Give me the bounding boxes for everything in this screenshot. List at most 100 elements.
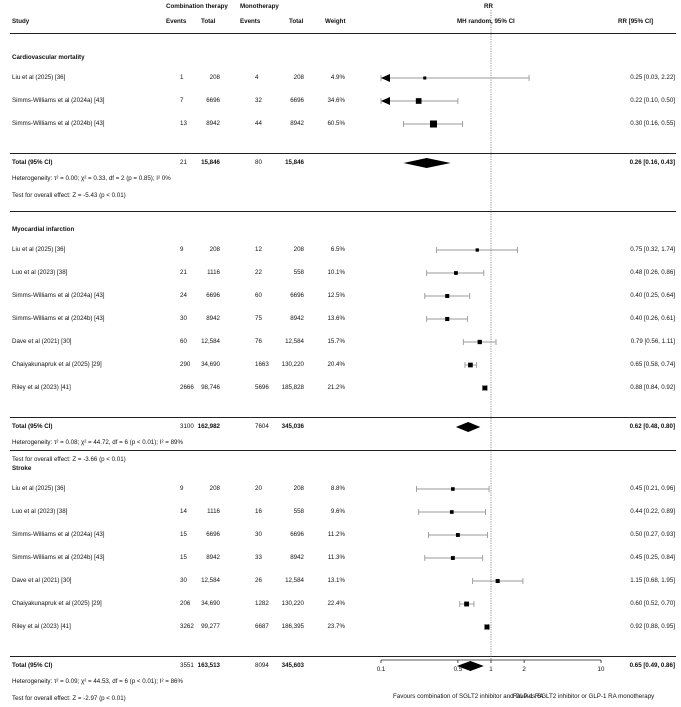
total-monotherapy: 130,220 [281,600,304,607]
group-title: Cardiovascular mortality [12,54,85,61]
events-combination: 3262 [180,623,194,630]
events-monotherapy: 12 [255,246,262,253]
study-rr-ci: 0.75 [0.32, 1.74] [630,246,675,253]
events-monotherapy: 26 [255,577,262,584]
point-estimate [423,76,427,80]
events-combination: 1 [180,74,184,81]
study-rr-ci: 1.15 [0.68, 1.95] [630,577,675,584]
point-estimate [451,487,455,491]
total-rr-ci: 0.62 [0.48, 0.80] [629,423,675,430]
total-events-monotherapy: 7604 [255,423,269,430]
overall-effect: Test for overall effect: Z = -2.97 (p < … [12,695,126,702]
header-events-combination: Events [166,18,187,25]
total-monotherapy: 208 [293,246,304,253]
study-rr-ci: 0.45 [0.21, 0.96] [630,485,675,492]
total-label: Total (95% CI) [12,423,53,430]
events-combination: 60 [180,338,187,345]
x-tick-label: 0.1 [376,666,386,673]
study-weight: 8.8% [330,485,345,492]
total-events-combination: 3100 [180,423,194,430]
events-combination: 9 [180,485,184,492]
total-combination-sum: 163,513 [197,662,220,669]
study-rr-ci: 0.48 [0.26, 0.86] [630,269,675,276]
point-estimate [475,248,479,252]
study-name: Simms-Williams et al (2024b) [43] [12,120,105,127]
total-label: Total (95% CI) [12,159,53,166]
events-monotherapy: 76 [255,338,262,345]
events-combination: 2666 [180,384,194,391]
axis-right-label: Favours SGLT2 inhibitor or GLP-1 RA mono… [513,693,655,700]
study-weight: 22.4% [327,600,345,607]
total-combination: 12,584 [201,338,220,345]
events-monotherapy: 22 [255,269,262,276]
total-monotherapy: 6696 [290,292,304,299]
events-combination: 15 [180,531,187,538]
total-combination: 12,584 [201,577,220,584]
events-monotherapy: 33 [255,554,262,561]
point-estimate [495,578,500,584]
point-estimate [429,120,437,128]
study-weight: 60.5% [327,120,345,127]
total-events-monotherapy: 8094 [255,662,269,669]
events-monotherapy: 30 [255,531,262,538]
events-monotherapy: 75 [255,315,262,322]
header-events-monotherapy: Events [240,18,261,25]
study-weight: 10.1% [327,269,345,276]
total-combination: 1116 [207,508,220,515]
point-estimate [454,271,458,275]
total-monotherapy: 6696 [290,97,304,104]
total-combination-sum: 15,846 [201,159,220,166]
events-combination: 24 [180,292,187,299]
total-monotherapy-sum: 345,036 [281,423,304,430]
total-combination: 6696 [206,97,220,104]
study-weight: 11.2% [327,531,345,538]
study-rr-ci: 0.60 [0.52, 0.70] [630,600,675,607]
events-combination: 30 [180,577,187,584]
study-weight: 13.6% [327,315,345,322]
total-combination: 34,690 [201,361,220,368]
header-total-monotherapy: Total [289,18,304,25]
total-combination: 8942 [206,554,220,561]
total-combination: 1116 [207,269,220,276]
study-weight: 11.3% [327,554,345,561]
events-monotherapy: 44 [255,120,262,127]
point-estimate [455,533,460,537]
events-monotherapy: 4 [255,74,259,81]
total-combination: 208 [209,485,220,492]
study-name: Liu et al (2025) [36] [12,246,66,253]
total-events-monotherapy: 80 [255,159,262,166]
heterogeneity: Heterogeneity: τ² = 0.08; χ² = 44.72, df… [12,439,183,446]
point-estimate [484,624,490,630]
total-monotherapy: 12,584 [285,338,304,345]
total-combination: 8942 [206,315,220,322]
study-weight: 4.9% [330,74,345,81]
events-combination: 14 [180,508,187,515]
group-title: Myocardial infarction [12,226,75,233]
events-combination: 7 [180,97,184,104]
overall-effect: Test for overall effect: Z = -3.66 (p < … [12,456,126,463]
events-monotherapy: 60 [255,292,262,299]
study-rr-ci: 0.50 [0.27, 0.93] [630,531,675,538]
study-rr-ci: 0.40 [0.25, 0.64] [630,292,675,299]
axis-left-label: Favours combination of SGLT2 inhibitor a… [393,693,544,700]
x-tick-label: 10 [597,666,605,673]
total-combination: 8942 [206,120,220,127]
study-rr-ci: 0.40 [0.26, 0.61] [630,315,675,322]
x-tick-label: 1 [489,666,493,673]
total-rule [10,656,676,657]
point-estimate [464,601,470,607]
total-monotherapy-sum: 15,846 [285,159,304,166]
pooled-diamond [456,661,484,671]
point-estimate [445,294,450,298]
total-monotherapy: 8942 [290,554,304,561]
study-weight: 20.4% [327,361,345,368]
header-total-combination: Total [201,18,216,25]
pooled-diamond [403,158,451,168]
total-rr-ci: 0.65 [0.49, 0.86] [629,662,675,669]
header-rr-ci: RR [95% CI] [618,18,654,25]
study-name: Simms-Williams et al (2024b) [43] [12,315,105,322]
events-monotherapy: 20 [255,485,262,492]
total-label: Total (95% CI) [12,662,53,669]
events-monotherapy: 6687 [255,623,269,630]
